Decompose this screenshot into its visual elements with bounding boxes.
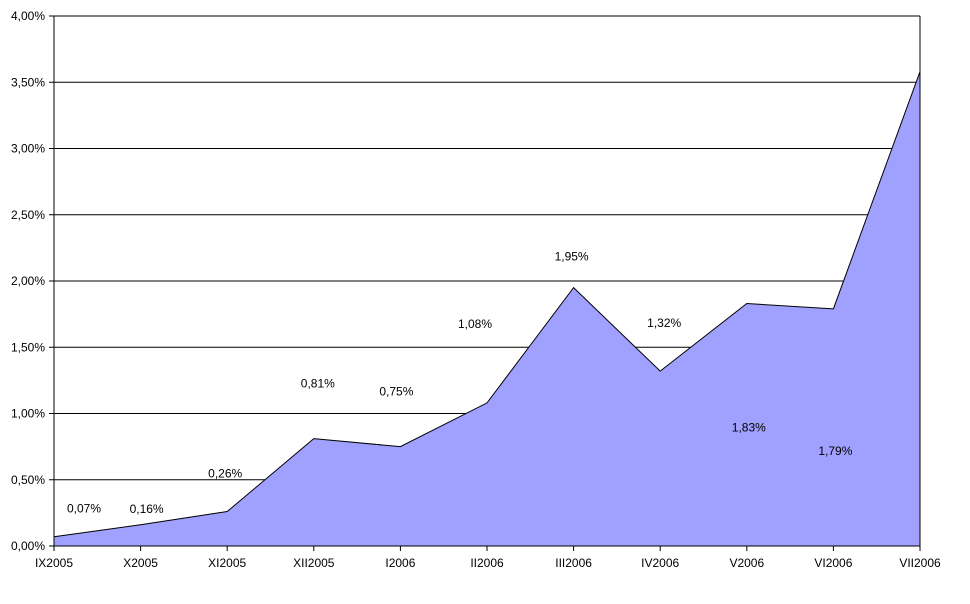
x-tick-label: I2006 (385, 556, 415, 570)
axes (49, 15, 921, 551)
area-fill (54, 71, 920, 547)
area-series (53, 71, 921, 547)
gridlines (54, 15, 920, 481)
series-line (53, 71, 921, 538)
x-tick-label: V2006 (729, 556, 764, 570)
y-axis-tick-labels: 0,00% 0,50% 1,00% 1,50% 2,00% 2,50% 3,00% 3,50%… (11, 9, 45, 553)
y-tick-label: 1,00% (11, 407, 45, 421)
x-tick-label: IX2005 (35, 556, 73, 570)
x-axis-tick-labels: IX2005 X2005 XI2005 XII2005 I2006 II2006 III20… (35, 556, 941, 570)
data-label: 1,32% (647, 316, 681, 330)
data-label: 1,83% (732, 421, 766, 435)
x-tick-label: III2006 (555, 556, 592, 570)
x-tick-label: XI2005 (208, 556, 246, 570)
y-tick-label: 0,50% (11, 473, 45, 487)
data-label: 1,95% (555, 250, 589, 264)
y-tick-label: 3,00% (11, 142, 45, 156)
data-label: 0,07% (67, 502, 101, 516)
y-tick-label: 2,50% (11, 208, 45, 222)
data-label: 1,08% (458, 317, 492, 331)
x-tick-label: VI2006 (814, 556, 852, 570)
data-label: 0,16% (130, 502, 164, 516)
y-tick-label: 3,50% (11, 75, 45, 89)
y-tick-label: 1,50% (11, 340, 45, 354)
x-tick-label: X2005 (123, 556, 158, 570)
data-label: 0,75% (379, 385, 413, 399)
data-labels: 0,07% 0,16% 0,26% 0,81% 0,75% 1,08% 1,95% 1,32%… (67, 250, 853, 516)
data-label: 0,81% (301, 377, 335, 391)
data-label: 0,26% (208, 467, 242, 481)
y-tick-label: 4,00% (11, 9, 45, 23)
data-label: 1,79% (818, 444, 852, 458)
x-tick-label: IV2006 (641, 556, 679, 570)
y-tick-label: 2,00% (11, 274, 45, 288)
x-tick-label: II2006 (470, 556, 504, 570)
x-tick-label: XII2005 (293, 556, 335, 570)
x-tick-label: VII2006 (899, 556, 941, 570)
y-tick-label: 0,00% (11, 539, 45, 553)
